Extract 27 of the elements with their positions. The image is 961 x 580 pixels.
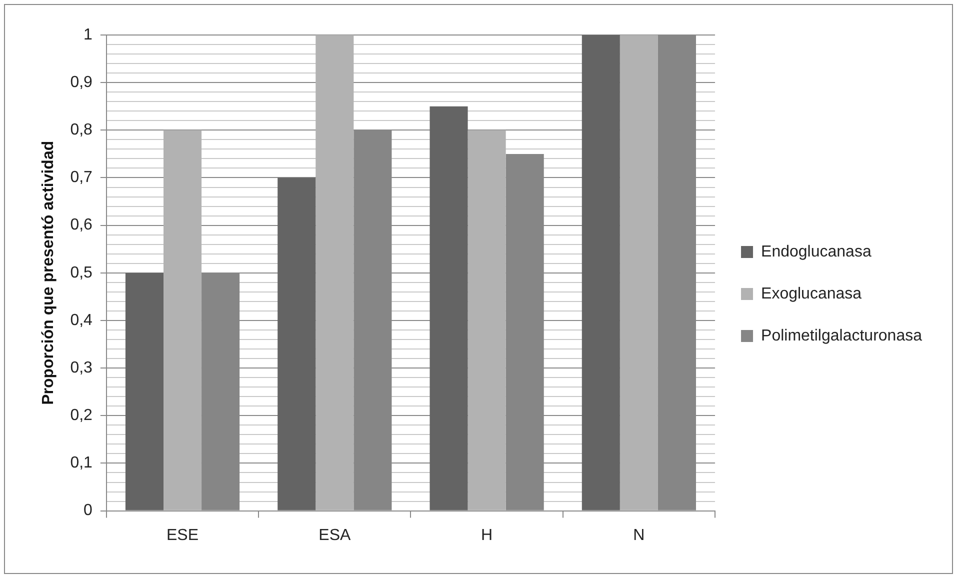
y-tick-label: 1	[84, 26, 93, 44]
bar	[430, 106, 468, 510]
y-tick-label: 0	[84, 502, 93, 520]
y-tick-label: 0,4	[70, 312, 93, 329]
bar	[316, 35, 354, 510]
bar	[163, 130, 202, 510]
x-tick-label: ESE	[166, 526, 199, 544]
y-axis-title: Proporción que presentó actividad	[40, 140, 58, 405]
x-tick-label: N	[633, 526, 645, 544]
y-tick-label: 0,7	[70, 169, 93, 186]
y-tick-label: 0,3	[70, 359, 93, 376]
bar	[125, 272, 164, 510]
legend-label: Exoglucanasa	[761, 285, 862, 302]
y-tick-label: 0,1	[70, 454, 93, 472]
legend-label: Polimetilgalacturonasa	[761, 327, 922, 344]
x-tick-label: ESA	[318, 526, 351, 544]
y-tick-label: 0,2	[70, 407, 93, 424]
y-tick-label: 0,8	[70, 122, 93, 139]
bar	[468, 130, 506, 510]
bar	[278, 178, 316, 510]
bar	[582, 35, 620, 510]
legend-label: Endoglucanasa	[761, 243, 872, 260]
x-tick-label: H	[481, 526, 493, 544]
y-tick-label: 0,9	[70, 74, 93, 91]
bar	[620, 35, 658, 510]
y-tick-label: 0,5	[70, 264, 93, 282]
y-tick-label: 0,6	[70, 216, 93, 234]
